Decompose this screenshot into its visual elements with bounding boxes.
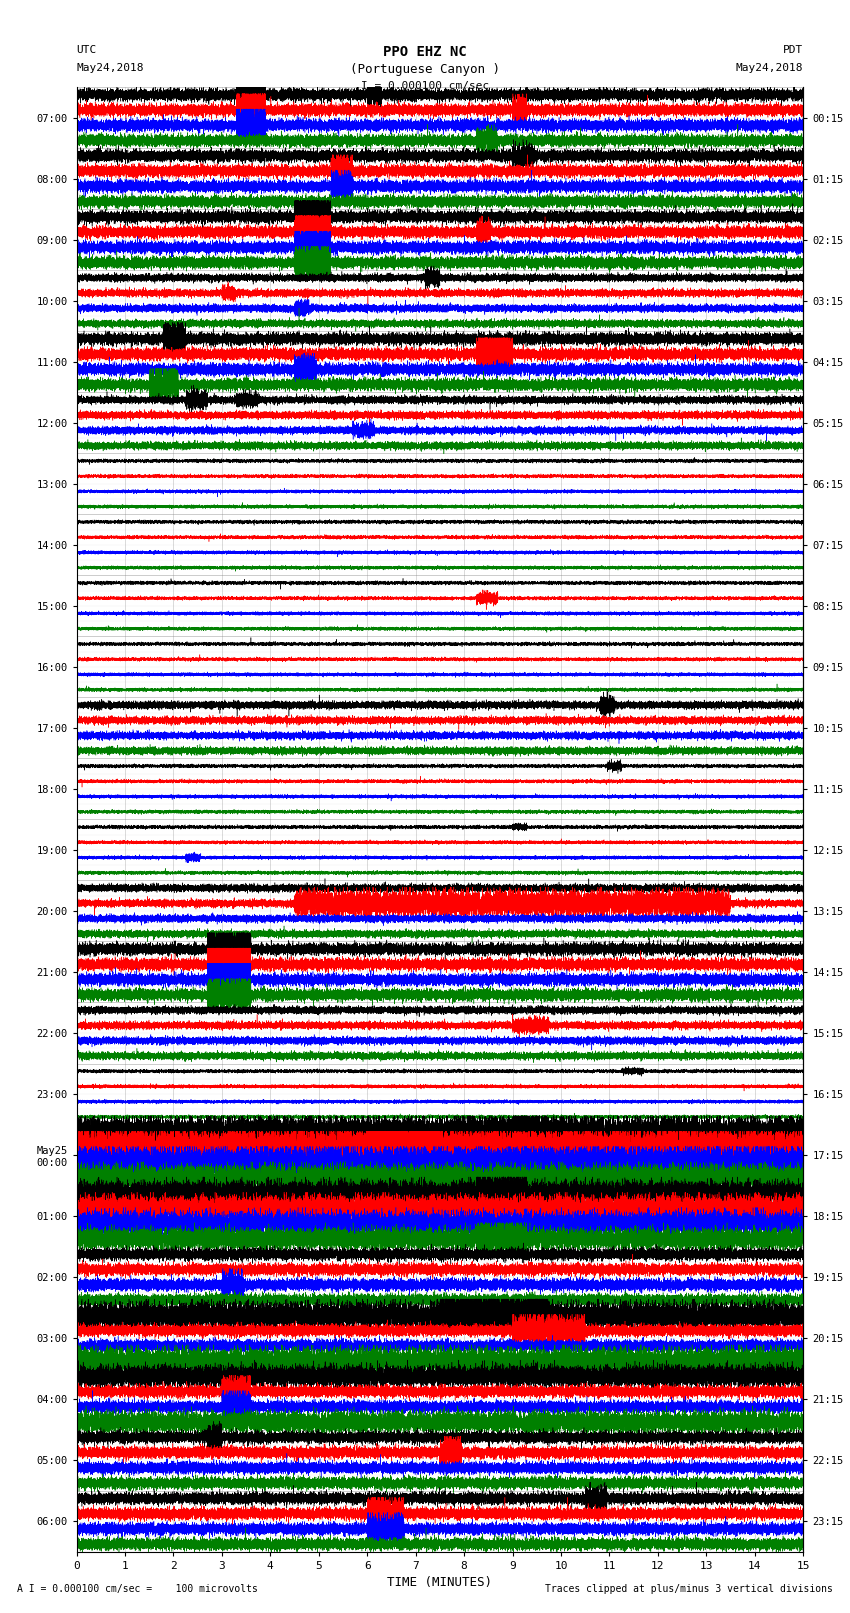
Text: PPO EHZ NC: PPO EHZ NC — [383, 45, 467, 60]
Text: A I = 0.000100 cm/sec =    100 microvolts: A I = 0.000100 cm/sec = 100 microvolts — [17, 1584, 258, 1594]
Text: UTC: UTC — [76, 45, 97, 55]
Text: Traces clipped at plus/minus 3 vertical divisions: Traces clipped at plus/minus 3 vertical … — [545, 1584, 833, 1594]
Text: PDT: PDT — [783, 45, 803, 55]
X-axis label: TIME (MINUTES): TIME (MINUTES) — [388, 1576, 492, 1589]
Text: (Portuguese Canyon ): (Portuguese Canyon ) — [350, 63, 500, 76]
Text: I = 0.000100 cm/sec: I = 0.000100 cm/sec — [361, 81, 489, 90]
Text: May24,2018: May24,2018 — [76, 63, 144, 73]
Text: May24,2018: May24,2018 — [736, 63, 803, 73]
